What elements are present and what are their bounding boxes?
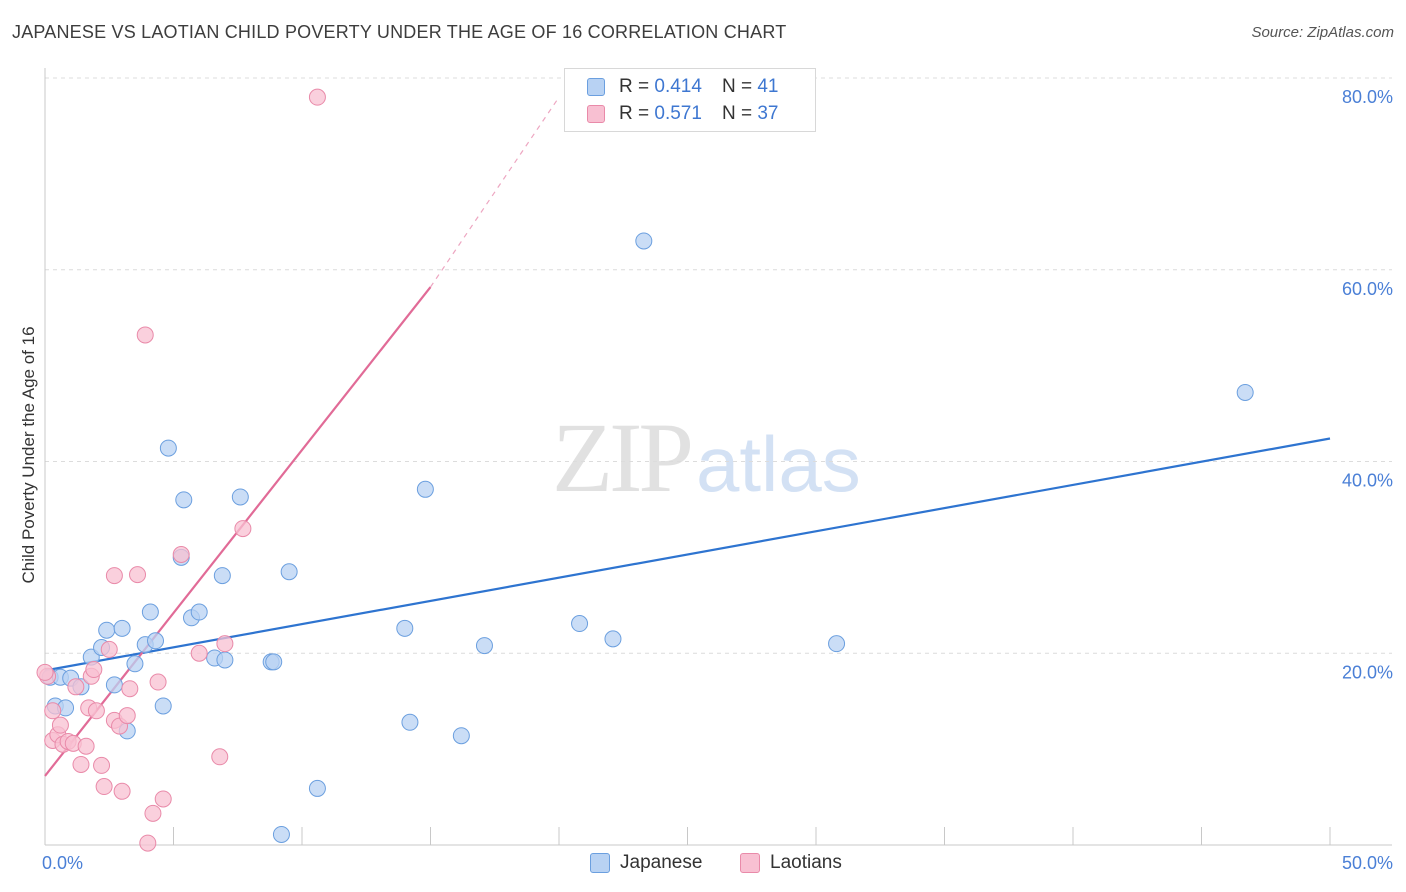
- point-japanese-15: [147, 632, 165, 650]
- x-tick-label-max: 50.0%: [1342, 853, 1393, 873]
- trend-lines: [44, 96, 1331, 777]
- point-japanese-14: [141, 603, 159, 621]
- point-japanese-10: [113, 619, 131, 637]
- point-laotians-21: [113, 782, 131, 800]
- y-tick-label-60: 60.0%: [1342, 279, 1393, 299]
- point-japanese-36: [571, 615, 589, 633]
- bottom-legend-label-japanese: Japanese: [620, 852, 703, 873]
- point-laotians-16: [95, 778, 113, 796]
- point-laotians-17: [100, 640, 118, 658]
- watermark-zip: ZIP: [552, 402, 694, 513]
- point-japanese-17: [159, 439, 177, 457]
- correlation-legend: R = 0.414 N = 41 R = 0.571 N = 37: [564, 68, 816, 132]
- grid-lines: [45, 77, 1392, 654]
- point-laotians-14: [87, 702, 105, 720]
- bottom-legend-swatch-japanese: [590, 853, 610, 873]
- bottom-legend-label-laotians: Laotians: [770, 852, 842, 873]
- legend-swatch-japanese: [587, 78, 605, 96]
- point-japanese-27: [265, 653, 283, 671]
- point-laotians-9: [72, 755, 90, 773]
- bottom-legend-swatch-laotians: [740, 853, 760, 873]
- point-laotians-27: [144, 804, 162, 822]
- point-laotians-34: [234, 520, 252, 538]
- point-laotians-35: [308, 88, 326, 106]
- trend-line-japanese: [44, 437, 1331, 672]
- y-tick-label-80: 80.0%: [1342, 87, 1393, 107]
- point-japanese-16: [154, 697, 172, 715]
- point-laotians-31: [190, 644, 208, 662]
- point-japanese-28: [280, 563, 298, 581]
- point-laotians-36: [36, 663, 54, 681]
- legend-row-laotians: R = 0.571 N = 37: [587, 101, 778, 127]
- point-japanese-29: [272, 825, 290, 843]
- point-laotians-30: [172, 545, 190, 563]
- point-laotians-25: [136, 326, 154, 344]
- legend-r-value-japanese: 0.414: [654, 76, 702, 97]
- point-japanese-37: [604, 630, 622, 648]
- data-points: [36, 88, 1254, 852]
- point-laotians-23: [121, 680, 139, 698]
- point-laotians-28: [149, 673, 167, 691]
- y-axis-label: Child Poverty Under the Age of 16: [19, 326, 38, 583]
- zipatlas-watermark: ZIPatlas: [552, 400, 861, 515]
- point-laotians-13: [85, 661, 103, 679]
- point-laotians-33: [216, 635, 234, 653]
- chart-title: JAPANESE VS LAOTIAN CHILD POVERTY UNDER …: [12, 22, 787, 42]
- point-laotians-26: [139, 834, 157, 852]
- point-japanese-12: [126, 655, 144, 673]
- point-laotians-32: [211, 748, 229, 766]
- trend-line-laotians-extension: [430, 96, 560, 288]
- point-japanese-25: [231, 488, 249, 506]
- point-japanese-30: [308, 779, 326, 797]
- bottom-legend-laotians: Laotians: [740, 852, 842, 874]
- legend-row-japanese: R = 0.414 N = 41: [587, 74, 778, 100]
- point-japanese-19: [175, 491, 193, 509]
- point-laotians-15: [93, 756, 111, 774]
- point-japanese-34: [452, 727, 470, 745]
- point-laotians-19: [105, 567, 123, 585]
- point-japanese-8: [98, 621, 116, 639]
- legend-n-value-laotians: 37: [757, 103, 779, 124]
- y-tick-label-20: 20.0%: [1342, 662, 1393, 682]
- point-laotians-4: [51, 716, 69, 734]
- point-japanese-38: [635, 232, 653, 250]
- legend-n-label-japanese: N =: [721, 76, 753, 97]
- point-japanese-24: [213, 567, 231, 585]
- axes: [44, 68, 1392, 846]
- tick-labels: 20.0% 40.0% 60.0% 80.0% 0.0% 50.0%: [42, 87, 1393, 873]
- legend-r-value-laotians: 0.571: [654, 103, 702, 124]
- point-japanese-23: [216, 651, 234, 669]
- point-japanese-35: [475, 637, 493, 655]
- point-japanese-33: [416, 480, 434, 498]
- point-japanese-40: [1236, 383, 1254, 401]
- legend-n-value-japanese: 41: [757, 76, 779, 97]
- y-tick-label-40: 40.0%: [1342, 471, 1393, 491]
- point-japanese-32: [401, 713, 419, 731]
- point-laotians-10: [77, 737, 95, 755]
- point-japanese-39: [828, 635, 846, 653]
- legend-n-label-laotians: N =: [721, 103, 753, 124]
- point-laotians-22: [118, 707, 136, 725]
- chart-source: Source: ZipAtlas.com: [1251, 24, 1394, 41]
- legend-r-label-laotians: R =: [619, 103, 650, 124]
- point-japanese-21: [190, 603, 208, 621]
- point-laotians-29: [154, 790, 172, 808]
- x-tick-label-min: 0.0%: [42, 853, 83, 873]
- bottom-legend-japanese: Japanese: [590, 852, 702, 874]
- point-laotians-1: [44, 702, 62, 720]
- point-laotians-24: [129, 566, 147, 584]
- watermark-atlas: atlas: [696, 420, 861, 508]
- point-laotians-8: [67, 678, 85, 696]
- legend-swatch-laotians: [587, 105, 605, 123]
- point-japanese-31: [396, 619, 414, 637]
- point-japanese-9: [105, 676, 123, 694]
- legend-r-label-japanese: R =: [619, 76, 650, 97]
